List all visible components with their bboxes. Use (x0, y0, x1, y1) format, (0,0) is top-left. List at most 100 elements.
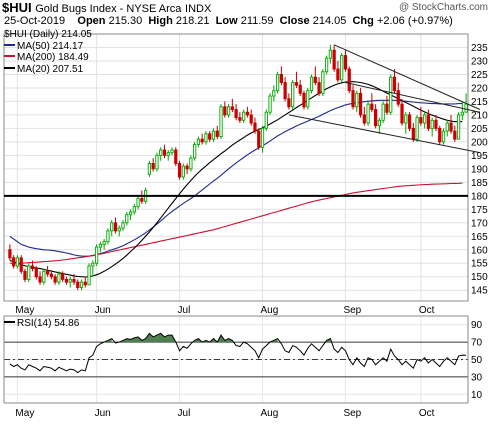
candle-body (219, 106, 223, 137)
candle-body (238, 117, 242, 121)
rsi-month-label: Sep (343, 408, 361, 419)
symbol: $HUI (2, 0, 32, 15)
candle-body (170, 149, 174, 154)
legend-main-label: $HUI (Daily) 214.05 (4, 29, 92, 40)
candle-body (110, 222, 114, 232)
candle-body (370, 103, 374, 110)
candle-body (441, 130, 446, 143)
candle-body (362, 114, 366, 124)
ma50-swatch (4, 43, 15, 46)
chg-value: +2.06 (+0.97%) (376, 15, 453, 27)
rsi-overbought-fill (119, 333, 176, 343)
candle-body (159, 149, 163, 156)
candle-body (249, 114, 253, 124)
candle-body (434, 119, 438, 129)
candle-body (343, 55, 348, 70)
candle-body (272, 90, 276, 97)
price-month-label: Aug (261, 305, 279, 316)
candlesticks (8, 44, 468, 291)
price-tick-label: 200 (471, 137, 488, 148)
rsi-overbought-fill (270, 338, 278, 343)
candle-body (125, 214, 129, 224)
rsi-gridlines (4, 316, 468, 403)
price-tick-label: 145 (471, 286, 488, 297)
price-month-label: Jun (95, 305, 111, 316)
candle-body (321, 71, 325, 94)
candle-body (8, 249, 12, 259)
legend-ma200-label: MA(200) 184.49 (17, 52, 89, 63)
rsi-tick-label: 90 (471, 320, 483, 331)
price-tick-label: 155 (471, 259, 488, 270)
legend-main: $HUI (Daily) 214.05 (4, 29, 92, 41)
rsi-series (9, 332, 467, 374)
candle-body (396, 90, 400, 105)
candle-body (72, 278, 76, 283)
candle-body (332, 49, 336, 70)
candle-body (76, 281, 80, 288)
open-label: Open (77, 15, 106, 27)
candle-body (83, 281, 87, 286)
price-legend: $HUI (Daily) 214.05 MA(50) 214.17 MA(200… (4, 29, 92, 75)
candle-body (12, 257, 16, 267)
trendline (333, 44, 481, 110)
watermark: @ StockCharts.com (398, 2, 488, 13)
low-value: 211.59 (240, 15, 274, 27)
rsi-month-label: May (15, 408, 34, 419)
price-tick-label: 225 (471, 70, 488, 81)
price-tick-label: 235 (471, 43, 488, 54)
candle-body (30, 265, 35, 270)
legend-rsi-label: RSI(14) 54.86 (17, 318, 80, 329)
price-panel-frame (3, 33, 469, 302)
candle-body (53, 276, 57, 283)
candle-body (449, 122, 453, 132)
candle-body (15, 257, 20, 267)
candle-body (328, 49, 332, 59)
candle-body (453, 130, 457, 140)
candle-body (464, 103, 468, 113)
candle-body (336, 68, 340, 81)
candle-body (374, 109, 378, 127)
candle-body (211, 130, 216, 140)
rsi-overbought-fill (104, 338, 112, 343)
candle-body (162, 149, 167, 156)
index-name: Gold Bugs Index - NYSE Arca (35, 3, 182, 15)
candle-body (177, 163, 182, 178)
candle-body (34, 268, 38, 278)
rsi-line (9, 332, 467, 374)
candle-body (42, 270, 46, 283)
candle-body (264, 111, 268, 129)
trendline (288, 114, 480, 154)
price-tick-label: 190 (471, 164, 488, 175)
rsi-month-label: Aug (261, 408, 279, 419)
candle-body (166, 152, 170, 156)
candle-body (98, 243, 102, 248)
candle-body (438, 127, 442, 143)
candle-body (208, 133, 212, 140)
candle-body (200, 138, 204, 143)
price-tick-label: 220 (471, 83, 488, 94)
price-month-label: May (15, 305, 34, 316)
legend-ma20-label: MA(20) 207.51 (17, 63, 84, 75)
candle-body (136, 198, 140, 208)
candle-body (317, 82, 321, 94)
candle-body (260, 127, 265, 148)
candle-body (392, 76, 397, 92)
price-tick-label: 170 (471, 218, 488, 229)
candle-body (242, 111, 246, 121)
candle-body (117, 227, 121, 232)
candle-body (64, 278, 69, 283)
candle-body (215, 130, 219, 137)
rsi-swatch (4, 321, 15, 324)
candle-body (283, 82, 287, 100)
chg-label: Chg (352, 15, 374, 27)
price-tick-label: 210 (471, 110, 488, 121)
rsi-date-axis: May Jun Jul Aug Sep Oct (15, 408, 434, 419)
candle-body (340, 55, 344, 81)
candle-body (426, 114, 431, 129)
price-tick-label: 195 (471, 151, 488, 162)
price-tick-label: 215 (471, 97, 488, 108)
legend-ma50: MA(50) 214.17 (4, 41, 92, 53)
candle-body (419, 117, 423, 124)
high-value: 218.21 (175, 15, 210, 27)
candle-body (309, 76, 314, 92)
